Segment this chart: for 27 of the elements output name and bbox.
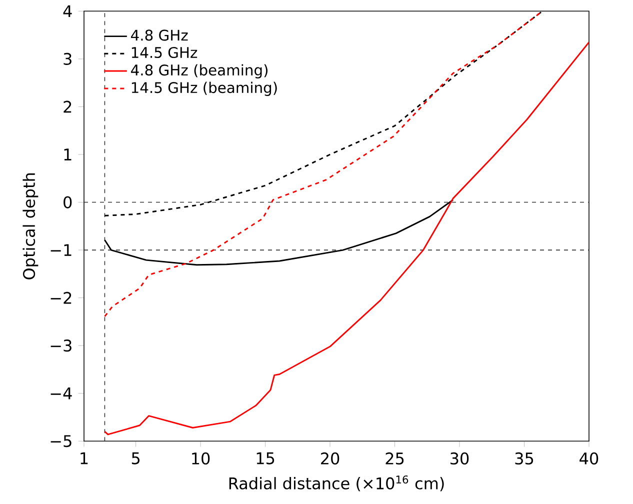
x-tick-label: 40 xyxy=(580,452,598,464)
y-tick-label: 1 xyxy=(64,148,72,160)
y-axis-title: Optical depth xyxy=(22,173,38,280)
y-tick-label: −1 xyxy=(50,244,72,256)
legend-label: 4.8 GHz xyxy=(131,30,188,41)
legend-label: 4.8 GHz (beaming) xyxy=(131,64,268,78)
x-tick-label: 25 xyxy=(386,452,404,464)
y-tick-label: 2 xyxy=(64,100,72,113)
line-series xyxy=(104,41,589,436)
x-tick-label: 20 xyxy=(321,452,340,464)
x-tick-label: 15 xyxy=(256,452,274,464)
x-tick-label: 5 xyxy=(132,452,140,464)
y-tick-label: 0 xyxy=(64,196,72,208)
y-tick-label: −5 xyxy=(50,435,72,448)
x-tick-label: 1 xyxy=(80,452,88,464)
x-axis-title: Radial distance (×10$^{16}$ cm) xyxy=(229,475,444,492)
y-tick-label: 4 xyxy=(63,5,72,17)
y-tick-label: −4 xyxy=(50,387,72,400)
y-tick-label: −3 xyxy=(50,339,72,352)
legend-label: 14.5 GHz (beaming) xyxy=(132,82,277,96)
x-tick-label: 10 xyxy=(192,452,210,464)
y-tick-label: −2 xyxy=(50,292,72,304)
line-series xyxy=(104,199,454,266)
x-tick-label: 30 xyxy=(450,452,469,464)
legend-label: 14.5 GHz xyxy=(132,46,198,58)
y-tick-label: 3 xyxy=(64,52,72,65)
x-tick-label: 35 xyxy=(515,452,534,464)
